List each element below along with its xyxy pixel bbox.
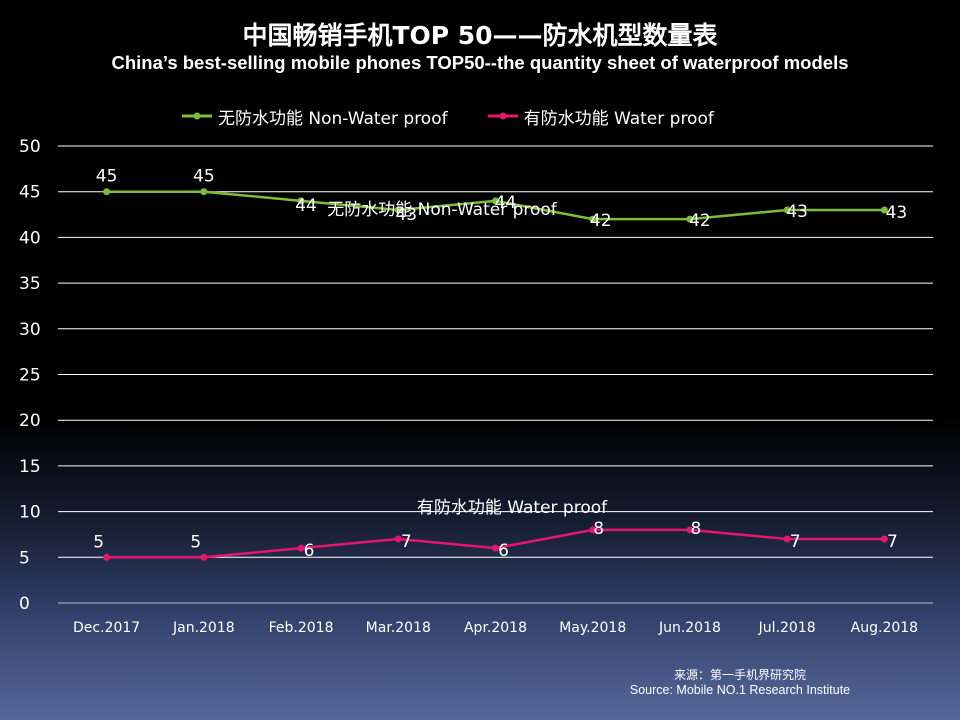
data-point-0-6 — [686, 215, 694, 223]
data-point-1-7 — [783, 535, 791, 543]
data-point-1-1 — [200, 553, 208, 561]
legend-label-water-proof: 有防水功能 Water proof — [523, 108, 714, 129]
x-tick-label-6: Jun.2018 — [658, 620, 721, 636]
data-point-0-3 — [394, 206, 402, 214]
series-line-1 — [106, 528, 885, 559]
data-point-0-1 — [200, 188, 208, 196]
data-point-1-6 — [686, 526, 694, 534]
data-point-0-7 — [783, 206, 791, 214]
x-tick-label-1: Jan.2018 — [172, 620, 235, 636]
y-tick-label-0: 0 — [19, 594, 30, 614]
data-point-1-3 — [394, 535, 402, 543]
chart-title: 中国畅销手机TOP 50——防水机型数量表 — [242, 21, 718, 50]
y-tick-label-25: 25 — [19, 366, 41, 386]
x-tick-label-3: Mar.2018 — [366, 620, 431, 636]
x-tick-label-5: May.2018 — [559, 620, 626, 636]
legend-item-water-proof: 有防水功能 Water proof — [487, 104, 714, 129]
data-point-1-8 — [880, 535, 888, 543]
data-point-1-5 — [589, 526, 597, 534]
x-tick-label-7: Jul.2018 — [758, 620, 816, 636]
source-cn: 来源：第一手机界研究院 — [673, 668, 806, 682]
data-point-1-4 — [492, 544, 499, 552]
data-point-0-5 — [589, 215, 597, 223]
source-en: Source: Mobile NO.1 Research Institute — [629, 683, 851, 697]
legend-label-non-water-proof: 无防水功能 Non-Water proof — [218, 108, 448, 129]
data-label-0-0: 45 — [96, 167, 118, 187]
data-label-1-2: 6 — [304, 541, 315, 561]
data-point-1-2 — [297, 544, 305, 552]
y-tick-label-20: 20 — [19, 411, 41, 431]
series-annotation-0: 无防水功能 Non-Water proof — [327, 200, 558, 220]
y-tick-label-40: 40 — [19, 228, 41, 248]
y-tick-label-15: 15 — [19, 457, 41, 477]
y-tick-label-30: 30 — [19, 320, 41, 340]
data-label-0-7: 43 — [786, 202, 808, 222]
data-label-0-3: 43 — [395, 205, 417, 225]
data-label-0-4: 44 — [495, 193, 517, 213]
y-tick-label-5: 5 — [19, 548, 30, 568]
data-label-1-5: 8 — [593, 519, 604, 539]
data-label-0-2: 44 — [295, 196, 317, 216]
data-label-1-1: 5 — [190, 532, 201, 552]
chart-subtitle: China’s best-selling mobile phones TOP50… — [111, 52, 849, 73]
data-label-1-3: 7 — [401, 532, 412, 552]
data-label-1-6: 8 — [691, 519, 702, 539]
data-point-0-2 — [297, 197, 305, 205]
legend-marker-water-proof — [487, 112, 518, 120]
data-label-1-8: 7 — [887, 532, 898, 552]
legend-marker-non-water-proof — [182, 112, 212, 120]
data-label-0-1: 45 — [193, 167, 215, 187]
y-tick-label-10: 10 — [19, 503, 41, 523]
x-tick-label-0: Dec.2017 — [73, 620, 140, 636]
data-point-0-4 — [492, 197, 499, 205]
data-point-0-0 — [103, 188, 111, 196]
y-tick-label-35: 35 — [19, 274, 41, 294]
legend: 无防水功能 Non-Water proof 有防水功能 Water proof — [182, 104, 754, 129]
y-tick-label-45: 45 — [19, 183, 41, 203]
data-point-0-8 — [880, 206, 888, 214]
x-tick-label-2: Feb.2018 — [269, 620, 334, 636]
data-label-1-4: 6 — [498, 541, 509, 561]
x-tick-label-8: Aug.2018 — [851, 620, 918, 636]
y-tick-label-50: 50 — [19, 137, 41, 157]
data-label-0-5: 42 — [590, 211, 612, 231]
data-label-1-0: 5 — [93, 532, 104, 552]
data-label-1-7: 7 — [790, 532, 801, 552]
data-label-0-8: 43 — [886, 203, 908, 223]
x-tick-label-4: Apr.2018 — [464, 620, 527, 636]
legend-item-non-water-proof: 无防水功能 Non-Water proof — [182, 104, 448, 129]
series-annotation-1: 有防水功能 Water proof — [417, 498, 608, 518]
data-label-0-6: 42 — [689, 211, 711, 231]
data-point-1-0 — [103, 553, 111, 561]
